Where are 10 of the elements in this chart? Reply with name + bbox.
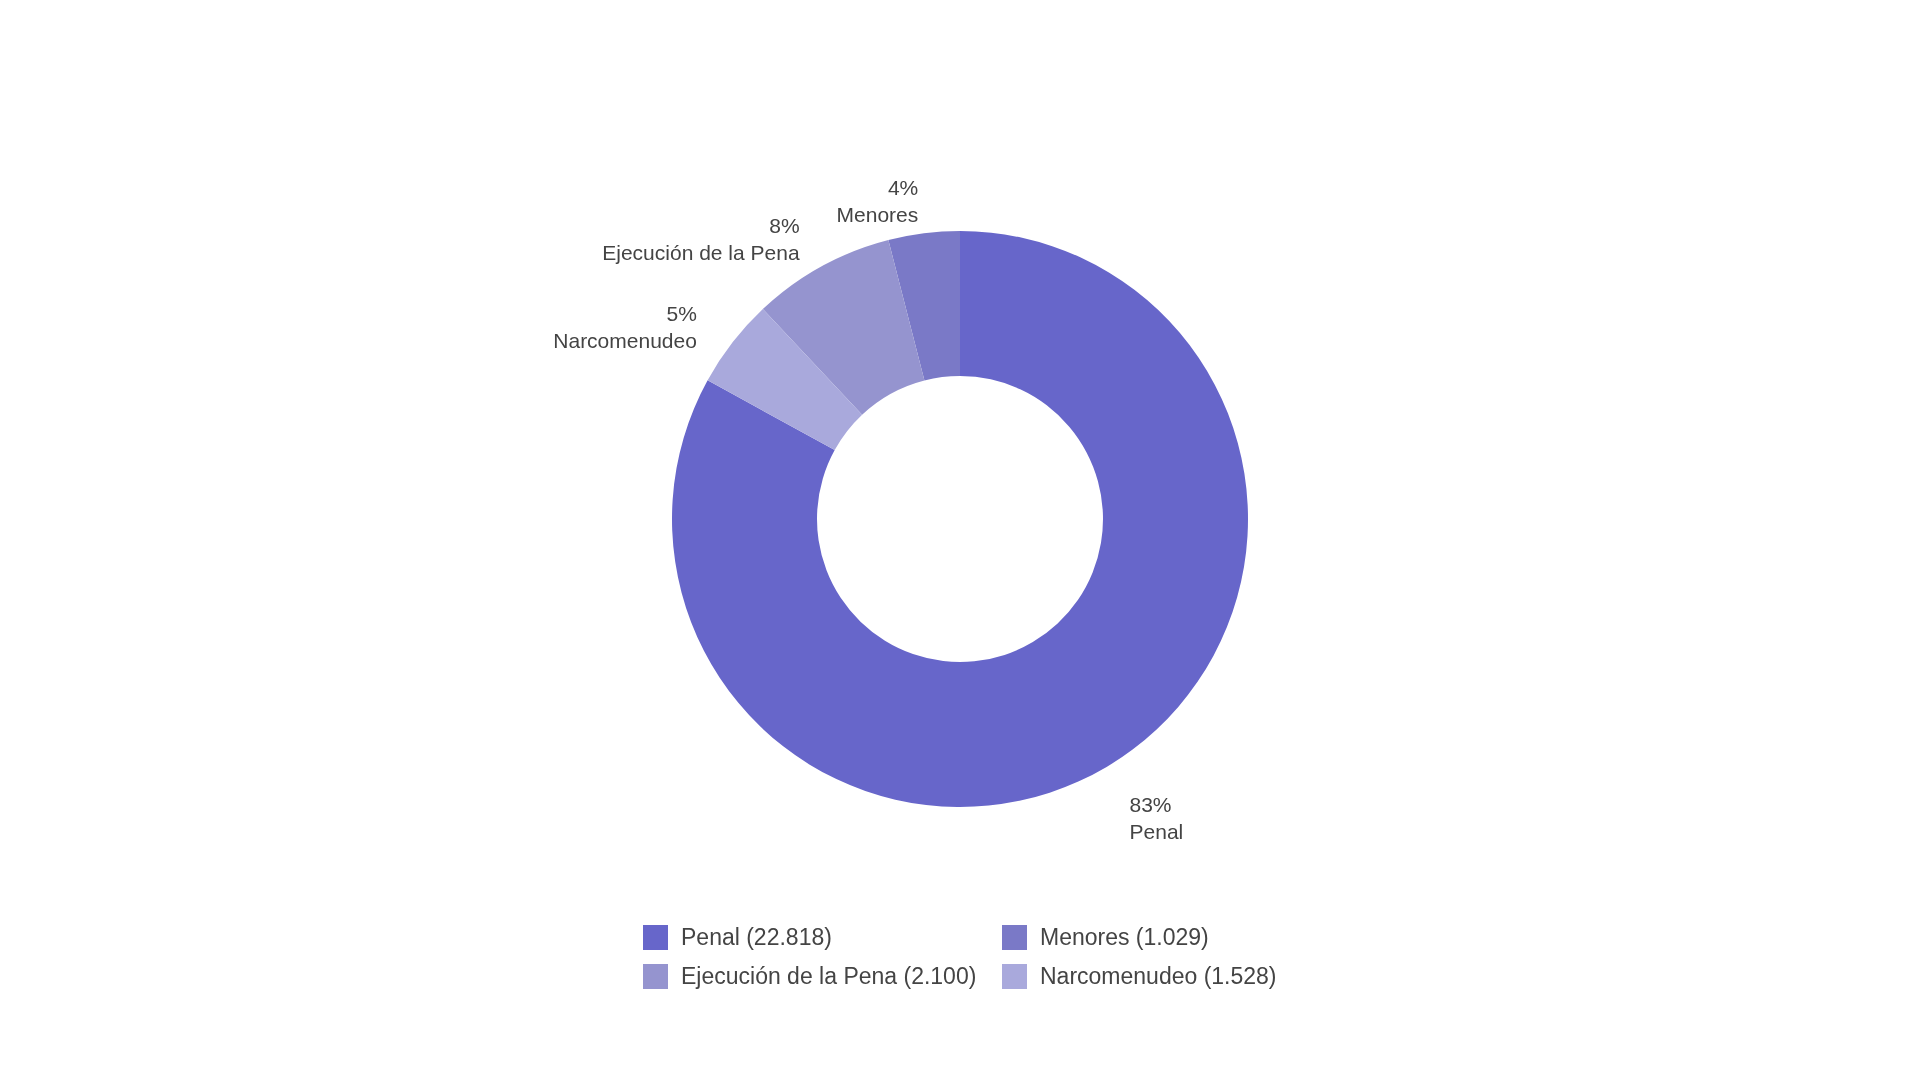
data-label: 83% Penal xyxy=(1129,792,1184,843)
legend-label: Narcomenudeo (1.528) xyxy=(1040,962,1277,989)
legend-label: Penal (22.818) xyxy=(681,923,832,950)
donut-slice xyxy=(707,309,863,451)
data-label: 4% Menores xyxy=(836,175,919,226)
donut-slice xyxy=(888,231,960,381)
data-label: 5% Narcomenudeo xyxy=(553,301,697,352)
legend-label: Ejecución de la Pena (2.100) xyxy=(681,962,977,989)
legend-label: Menores (1.029) xyxy=(1040,923,1209,950)
data-label: 8% Ejecución de la Pena xyxy=(602,214,800,265)
